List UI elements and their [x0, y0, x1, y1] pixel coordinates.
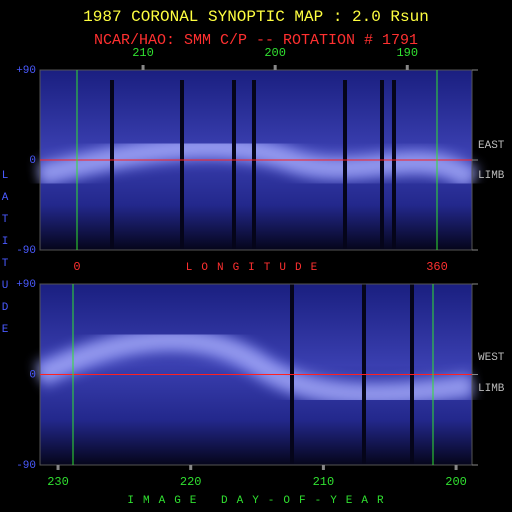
y-tick-label: -90	[16, 460, 36, 472]
y-tick-label: +90	[16, 279, 36, 291]
limb-annotation: LIMB	[478, 170, 505, 182]
y-tick-label: +90	[16, 65, 36, 77]
data-gap	[180, 80, 184, 250]
data-gap	[252, 80, 256, 250]
x-tick-label: 190	[396, 46, 418, 60]
y-tick-label: 0	[29, 369, 36, 381]
x2-tick-label: 0	[73, 260, 80, 274]
data-gap	[380, 80, 384, 250]
x-axis-label: IMAGE DAY-OF-YEAR	[127, 495, 392, 507]
x-tick-label: 200	[264, 46, 286, 60]
data-gap	[110, 80, 114, 250]
data-gap	[343, 80, 347, 250]
x-tick-label: 200	[445, 475, 467, 489]
x-tick-label: 210	[132, 46, 154, 60]
y-tick-label: -90	[16, 245, 36, 257]
title: 1987 CORONAL SYNOPTIC MAP : 2.0 Rsun	[83, 8, 429, 26]
x-tick-label: 230	[47, 475, 69, 489]
limb-annotation: WEST	[478, 352, 505, 364]
x2-axis-label: LONGITUDE	[186, 262, 326, 274]
limb-annotation: EAST	[478, 140, 505, 152]
y-axis-label: LATITUDE	[0, 170, 11, 346]
subtitle: NCAR/HAO: SMM C/P -- ROTATION # 1791	[94, 32, 418, 49]
x-tick-label: 210	[313, 475, 335, 489]
limb-annotation: LIMB	[478, 383, 505, 395]
data-gap	[232, 80, 236, 250]
x-tick-label: 220	[180, 475, 202, 489]
x2-tick-label: 360	[426, 260, 448, 274]
data-gap	[392, 80, 396, 250]
corona-core	[38, 335, 473, 399]
y-tick-label: 0	[29, 155, 36, 167]
